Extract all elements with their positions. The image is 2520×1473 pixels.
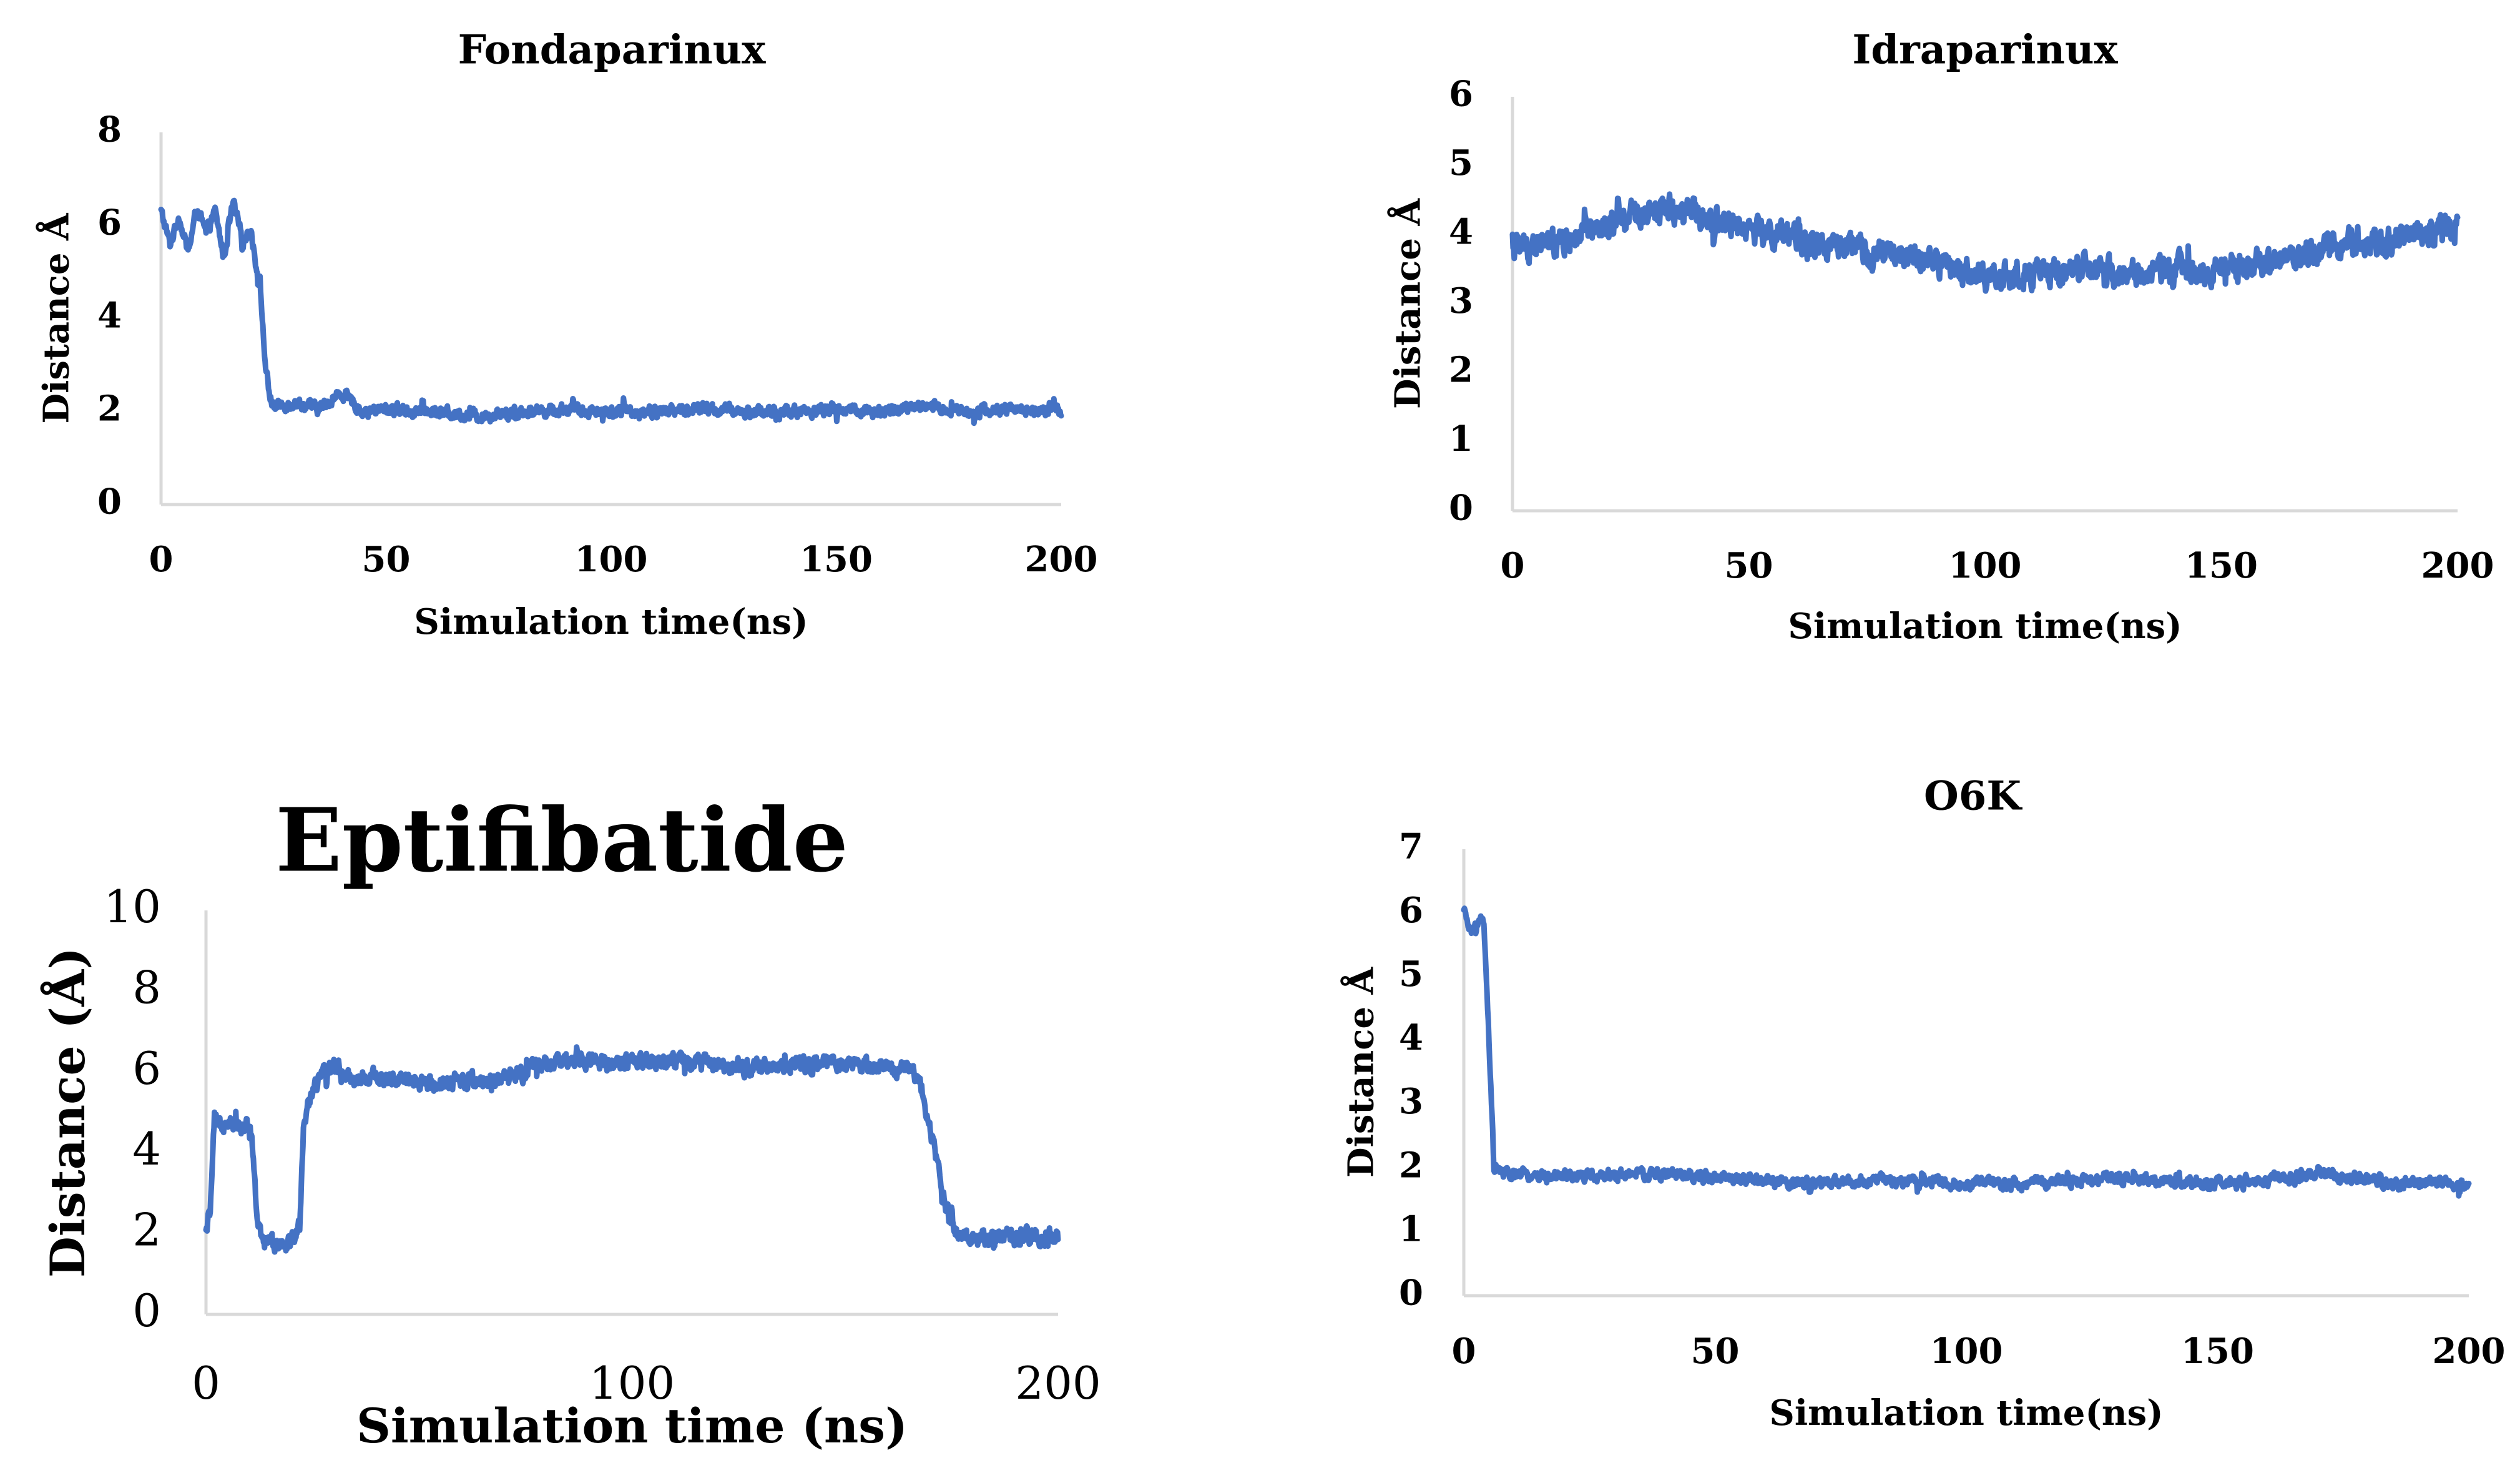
chart-title: O6K (1924, 773, 2022, 820)
y-tick-label: 2 (1399, 1145, 1423, 1186)
chart-title: Eptifibatide (275, 790, 848, 892)
x-axis-label: Simulation time(ns) (414, 601, 808, 643)
y-axis-label: Distance (Å) (40, 947, 96, 1278)
x-tick-label: 0 (1452, 1331, 1476, 1372)
y-tick-label: 6 (132, 1042, 161, 1095)
x-tick-label: 200 (2433, 1331, 2506, 1372)
x-tick-label: 200 (1015, 1357, 1101, 1409)
y-tick-label: 3 (1399, 1081, 1423, 1122)
y-tick-label: 0 (1399, 1273, 1423, 1314)
y-tick-label: 2 (97, 388, 122, 430)
y-tick-label: 8 (132, 961, 161, 1013)
y-tick-label: 0 (97, 481, 122, 523)
y-tick-label: 1 (1449, 418, 1473, 460)
y-tick-label: 1 (1399, 1209, 1423, 1250)
y-tick-label: 4 (1399, 1017, 1423, 1058)
x-axis-label: Simulation time(ns) (1769, 1392, 2163, 1434)
y-tick-label: 6 (1399, 890, 1423, 931)
y-tick-label: 7 (1399, 826, 1423, 867)
y-tick-label: 2 (1449, 350, 1473, 391)
y-tick-label: 8 (97, 109, 122, 150)
x-axis-label: Simulation time(ns) (1788, 606, 2182, 647)
series-line-distance (1509, 191, 2461, 294)
x-tick-label: 100 (1949, 545, 2022, 586)
x-tick-label: 50 (1725, 545, 1773, 586)
chart-idraparinux: Idraparinux 0 1 2 3 4 5 6 0 50 100 150 200 Simulation… (1387, 27, 2494, 648)
chart-fondaparinux: Fondaparinux 0 2 4 6 8 0 50 100 150 200 Simulation … (36, 27, 1098, 643)
y-tick-label: 0 (1449, 488, 1473, 529)
x-tick-label: 50 (1691, 1331, 1740, 1372)
series-line-distance (203, 1044, 1061, 1255)
y-tick-label: 0 (132, 1284, 161, 1337)
x-tick-label: 0 (192, 1357, 220, 1409)
series-line-distance (158, 197, 1064, 426)
series-line-distance (1461, 905, 2472, 1199)
y-axis-label: Distance Å (36, 212, 77, 423)
x-tick-label: 0 (149, 539, 174, 580)
x-tick-label: 150 (2185, 545, 2258, 586)
x-tick-label: 200 (2421, 545, 2494, 586)
x-tick-label: 100 (1930, 1331, 2003, 1372)
x-tick-label: 100 (575, 539, 648, 580)
y-tick-label: 6 (97, 202, 122, 244)
x-tick-label: 50 (362, 539, 411, 580)
x-tick-label: 150 (800, 539, 873, 580)
y-tick-label: 3 (1449, 280, 1473, 322)
y-axis-label: Distance Å (1387, 198, 1429, 409)
x-tick-label: 200 (1025, 539, 1098, 580)
y-tick-label: 4 (132, 1123, 161, 1175)
x-axis-label: Simulation time (ns) (356, 1398, 908, 1454)
y-tick-label: 4 (97, 295, 122, 337)
y-tick-label: 10 (104, 880, 161, 933)
chart-o6k: O6K 0 1 2 3 4 5 6 7 0 50 100 150 200 Simulation time(n… (1340, 773, 2506, 1434)
chart-title: Fondaparinux (458, 27, 767, 74)
y-tick-label: 5 (1449, 142, 1473, 184)
x-tick-label: 0 (1501, 545, 1525, 586)
y-tick-label: 2 (132, 1204, 161, 1256)
y-axis-label: Distance Å (1340, 967, 1382, 1178)
y-tick-label: 4 (1449, 212, 1473, 253)
x-tick-label: 100 (589, 1357, 675, 1409)
x-tick-label: 150 (2181, 1331, 2254, 1372)
y-tick-label: 6 (1449, 74, 1473, 115)
y-tick-label: 5 (1399, 953, 1423, 995)
chart-title: Idraparinux (1852, 27, 2118, 74)
